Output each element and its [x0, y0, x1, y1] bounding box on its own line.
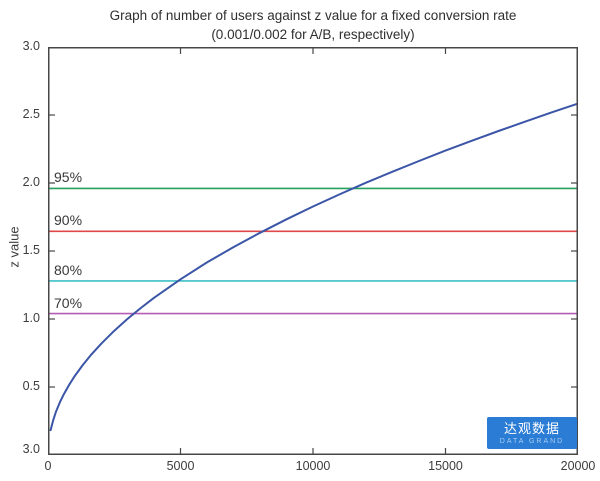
y-tick-label: 2.5 — [22, 107, 40, 121]
watermark-chinese-name: 达观数据 — [503, 421, 560, 436]
x-tick-label: 20000 — [560, 459, 596, 473]
chart-title-line1: Graph of number of users against z value… — [109, 8, 517, 23]
y-tick-label: 3.0 — [22, 442, 40, 456]
x-axis-tick-labels: 0 5000 10000 15000 20000 — [44, 459, 596, 477]
chart-title-line2: (0.001/0.002 for A/B, respectively) — [211, 27, 415, 42]
datagrand-watermark-logo: 达观数据 DATA GRAND — [487, 417, 577, 449]
x-tick-label: 5000 — [166, 459, 195, 473]
y-tick-label: 0.5 — [22, 379, 40, 393]
ref-line-label-95%: 95% — [54, 169, 83, 186]
y-tick-label: 3.0 — [22, 39, 40, 53]
ref-line-label-90%: 90% — [54, 212, 83, 229]
chart-title: Graph of number of users against z value… — [48, 6, 578, 44]
plot-area — [48, 47, 578, 455]
x-tick-label: 15000 — [428, 459, 463, 473]
y-tick-label: 1.5 — [22, 243, 40, 257]
x-tick-label: 0 — [44, 459, 52, 473]
ref-line-label-80%: 80% — [54, 261, 83, 278]
watermark-english-name: DATA GRAND — [499, 438, 565, 445]
y-tick-label: 1.0 — [22, 311, 40, 325]
ref-line-label-70%: 70% — [54, 294, 83, 311]
y-tick-label: 2.0 — [22, 175, 40, 189]
x-tick-label: 10000 — [295, 459, 331, 473]
y-axis-tick-labels: 3.0 2.5 2.0 1.5 1.0 0.5 3.0 — [0, 39, 44, 456]
reference-line-labels: 95% 90% 80% 70% — [48, 47, 578, 455]
curve-line — [49, 102, 578, 432]
